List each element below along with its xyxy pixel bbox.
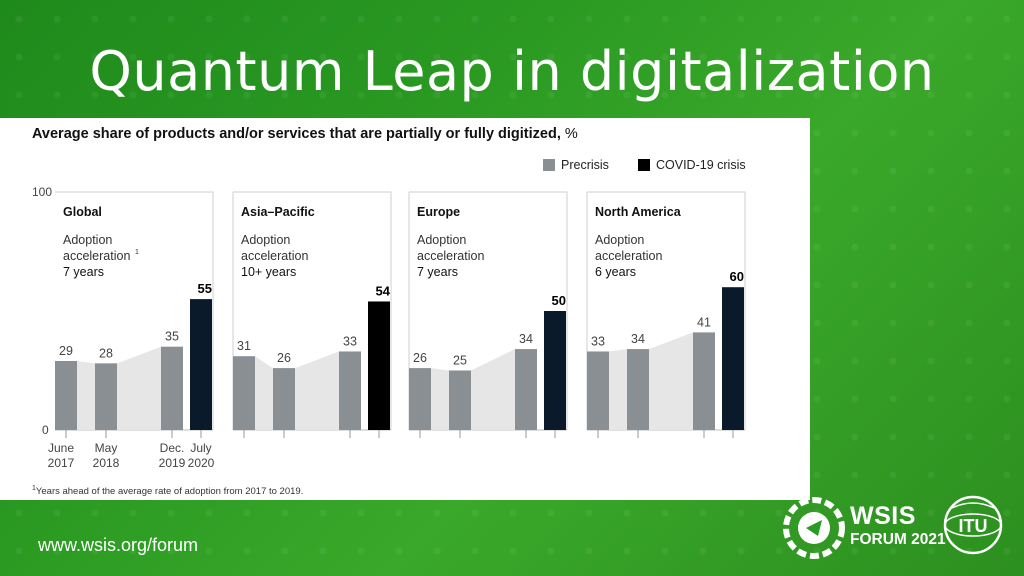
bar	[587, 351, 609, 430]
panel-region-label: North America	[595, 205, 682, 219]
data-label: 55	[198, 281, 212, 296]
bar	[55, 360, 77, 430]
panel-region-label: Global	[63, 205, 102, 219]
bar	[233, 356, 255, 430]
legend-swatch-covid	[638, 159, 650, 171]
bar	[693, 332, 715, 430]
data-label: 60	[730, 269, 744, 284]
footnote-text: Years ahead of the average rate of adopt…	[35, 486, 304, 498]
x-tick-label: 2019	[159, 456, 186, 470]
legend-item-precrisis: Precrisis	[543, 158, 609, 172]
data-label: 26	[413, 351, 427, 365]
panel-note-line1: Adoption	[63, 233, 112, 247]
data-label: 34	[631, 332, 645, 346]
chart-title-unit: %	[564, 126, 578, 142]
panel-region-label: Europe	[417, 205, 460, 219]
legend-item-covid: COVID-19 crisis	[638, 158, 746, 172]
bar	[627, 349, 649, 430]
wsis-line2: FORUM 2021	[850, 531, 946, 548]
panel-note-line3: 7 years	[417, 265, 458, 279]
data-label: 31	[237, 339, 251, 353]
panel-note-line1: Adoption	[595, 233, 644, 247]
legend-swatch-precrisis	[543, 159, 555, 171]
trend-area	[55, 346, 183, 430]
panel-frame	[587, 191, 746, 430]
bar	[409, 368, 431, 430]
data-label: 33	[591, 334, 605, 348]
data-label: 34	[519, 332, 533, 346]
data-label: 54	[376, 283, 391, 298]
bar-chart: 100 0 Global Adoption acceleration 1 7 years 29…	[32, 185, 746, 470]
slide-title: Quantum Leap in digitalization	[89, 40, 935, 103]
bar	[449, 370, 471, 430]
panel-note-marker: 1	[135, 249, 139, 256]
bar	[339, 351, 361, 430]
panel-note-line2: acceleration	[417, 249, 484, 263]
bar	[190, 299, 212, 430]
panel-frame	[233, 191, 392, 430]
data-label: 28	[99, 346, 113, 360]
wsis-line1: WSIS	[850, 502, 916, 530]
data-label: 26	[277, 351, 291, 365]
panel-note-line3: 7 years	[63, 265, 104, 279]
itu-text: ITU	[959, 516, 988, 536]
x-tick-label: July	[190, 441, 211, 455]
panel-region-label: Asia–Pacific	[241, 205, 315, 219]
panel-frame	[409, 191, 568, 430]
chart-footnote: 1Years ahead of the average rate of adop…	[32, 485, 303, 497]
y-tick-label-top: 100	[32, 185, 52, 199]
x-tick-label: 2018	[93, 456, 120, 470]
bar	[515, 349, 537, 430]
footnote-marker: 1	[32, 485, 36, 492]
wsis-wordmark: WSIS FORUM 2021	[850, 504, 946, 548]
trend-area	[587, 332, 715, 430]
panel-note-line2: acceleration	[595, 249, 662, 263]
x-tick-label: Dec.	[160, 441, 185, 455]
data-label: 35	[165, 330, 179, 344]
x-tick-label: 2020	[188, 456, 215, 470]
panel-note-line1: Adoption	[241, 233, 290, 247]
bar	[722, 287, 744, 430]
data-label: 33	[343, 334, 357, 348]
trend-area	[409, 349, 537, 430]
panel-note-line3: 10+ years	[241, 265, 296, 279]
trend-area	[233, 351, 361, 430]
legend-label-precrisis: Precrisis	[561, 158, 609, 172]
bar	[273, 368, 295, 430]
bar	[544, 311, 566, 430]
chart-panel	[0, 118, 810, 500]
data-label: 29	[59, 344, 73, 358]
data-label: 25	[453, 354, 467, 368]
data-label: 41	[697, 315, 711, 329]
data-label: 50	[552, 293, 566, 308]
y-tick-label-bottom: 0	[42, 423, 49, 437]
bar	[368, 301, 390, 430]
panel-note-line3: 6 years	[595, 265, 636, 279]
itu-logo-icon: ITU	[943, 495, 1003, 555]
wsis-logo-icon	[783, 497, 845, 559]
panel-frame	[55, 191, 214, 430]
x-tick-label: 2017	[48, 456, 75, 470]
panel-note-line1: Adoption	[417, 233, 466, 247]
x-tick-label: June	[48, 441, 74, 455]
panel-note-line2: acceleration	[63, 249, 130, 263]
bar	[161, 346, 183, 430]
chart-title-text: Average share of products and/or service…	[32, 126, 561, 142]
forum-url[interactable]: www.wsis.org/forum	[38, 535, 199, 555]
chart-title: Average share of products and/or service…	[32, 126, 578, 142]
bar	[95, 363, 117, 430]
panel-note-line2: acceleration	[241, 249, 308, 263]
legend-label-covid: COVID-19 crisis	[656, 158, 746, 172]
x-tick-label: May	[95, 441, 118, 455]
